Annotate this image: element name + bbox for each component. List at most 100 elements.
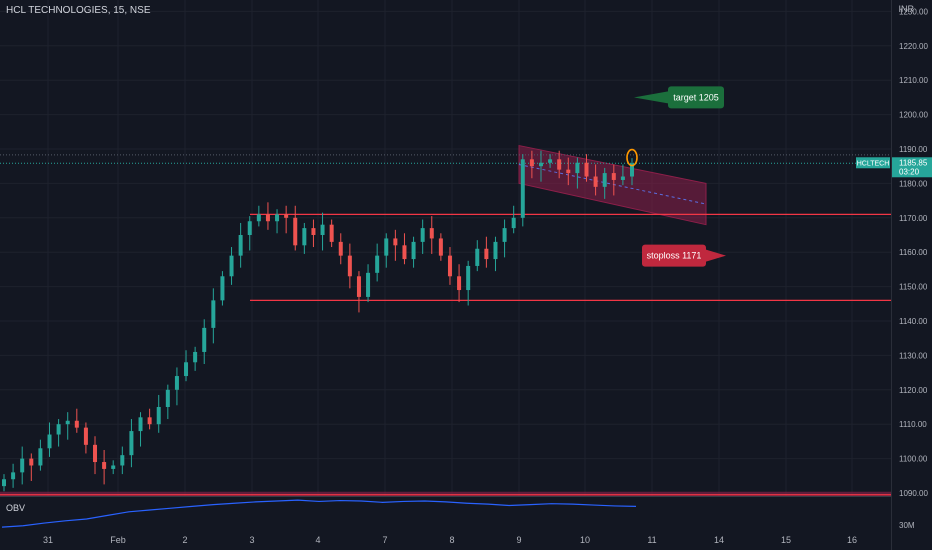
stoploss-callout-text: stoploss 1171 <box>647 251 702 261</box>
x-tick-label: 31 <box>43 535 53 545</box>
candle-body <box>566 169 571 174</box>
candle-body <box>184 362 189 377</box>
candle-body <box>557 159 562 170</box>
price-channel <box>518 144 707 226</box>
candle-body <box>111 465 116 469</box>
candle-body <box>265 214 270 222</box>
obv-line <box>1 499 637 528</box>
symbol-tag-text: HCLTECH <box>857 160 890 167</box>
candle-body <box>620 176 625 180</box>
candle-body <box>375 255 380 273</box>
y-tick-label: 1160.00 <box>899 248 928 257</box>
y-tick-label: 1200.00 <box>899 111 928 120</box>
candle-body <box>102 462 107 469</box>
y-tick-label: 1130.00 <box>899 351 928 360</box>
pane-separator[interactable] <box>0 496 891 497</box>
candle-body <box>366 272 371 297</box>
candle-body <box>256 214 261 222</box>
x-tick-label: 15 <box>781 535 791 545</box>
candle-body <box>602 173 607 187</box>
candle-body <box>275 214 280 222</box>
candle-body <box>548 159 553 163</box>
candle-body <box>29 458 34 466</box>
candle-body <box>438 238 443 256</box>
x-tick-label: 10 <box>580 535 590 545</box>
x-tick-label: 9 <box>516 535 521 545</box>
candle-body <box>347 255 352 277</box>
candle-body <box>402 245 407 260</box>
y-tick-label: 1210.00 <box>899 76 928 85</box>
candle-body <box>520 159 525 218</box>
candle-body <box>147 417 152 425</box>
chart-title: HCL TECHNOLOGIES, 15, NSE <box>6 5 151 16</box>
y-tick-label: 1180.00 <box>899 179 928 188</box>
y-tick-label: 1100.00 <box>899 455 928 464</box>
candle-body <box>457 276 462 291</box>
candle-body <box>202 327 207 352</box>
candle-body <box>2 479 6 487</box>
candle-body <box>247 221 252 235</box>
channel-midline <box>518 163 707 205</box>
last-price-tag <box>892 157 932 178</box>
target-callout-pointer <box>634 91 668 104</box>
x-tick-label: 11 <box>647 535 656 545</box>
candle-body <box>447 255 452 277</box>
candle-body <box>384 238 389 256</box>
stoploss-callout <box>642 244 706 267</box>
y-tick-label: 1230.00 <box>899 7 928 16</box>
candle-body <box>538 162 543 167</box>
x-tick-label: Feb <box>110 535 126 545</box>
y-tick-label: 1150.00 <box>899 283 928 292</box>
y-tick-label: 1140.00 <box>899 317 928 326</box>
candle-body <box>38 448 43 466</box>
candle-body <box>466 265 471 291</box>
highlight-marker <box>626 148 638 167</box>
candle-body <box>611 173 616 180</box>
target-callout <box>668 86 724 109</box>
obv-axis-label: 30M <box>899 521 915 530</box>
candle-body <box>420 228 425 242</box>
candle-body <box>65 420 70 425</box>
candle-body <box>74 420 79 428</box>
candle-body <box>120 455 125 466</box>
candle-body <box>475 248 480 266</box>
x-tick-label: 4 <box>315 535 320 545</box>
y-tick-label: 1120.00 <box>899 386 928 395</box>
candle-body <box>393 238 398 246</box>
y-tick-label: 1220.00 <box>899 42 928 51</box>
target-callout-text: target 1205 <box>673 92 719 102</box>
candle-body <box>211 300 216 328</box>
candle-body <box>83 427 88 445</box>
candle-body <box>511 217 516 229</box>
x-tick-label: 3 <box>249 535 254 545</box>
countdown-text: 03:20 <box>899 167 920 176</box>
candle-body <box>429 228 434 239</box>
currency-label: INR <box>898 4 915 14</box>
candle-body <box>156 407 161 425</box>
candle-body <box>56 424 61 435</box>
y-tick-label: 1170.00 <box>899 214 928 223</box>
x-tick-label: 2 <box>182 535 187 545</box>
candle-body <box>493 241 498 260</box>
candle-body <box>293 217 298 246</box>
symbol-tag <box>856 157 890 169</box>
x-tick-label: 7 <box>382 535 387 545</box>
y-tick-label: 1090.00 <box>899 489 928 498</box>
candle-body <box>229 255 234 277</box>
candle-body <box>529 159 534 167</box>
candle-body <box>302 228 307 246</box>
stoploss-callout-pointer <box>706 249 726 262</box>
y-tick-label: 1110.00 <box>899 420 927 429</box>
candle-body <box>575 162 580 174</box>
candle-body <box>311 228 316 235</box>
candle-body <box>630 163 634 177</box>
candle-body <box>593 176 598 187</box>
candle-body <box>220 276 225 301</box>
obv-label: OBV <box>6 503 26 513</box>
candle-body <box>138 417 143 432</box>
candle-body <box>93 444 98 463</box>
candle-body <box>320 224 325 235</box>
candle-body <box>193 351 198 363</box>
